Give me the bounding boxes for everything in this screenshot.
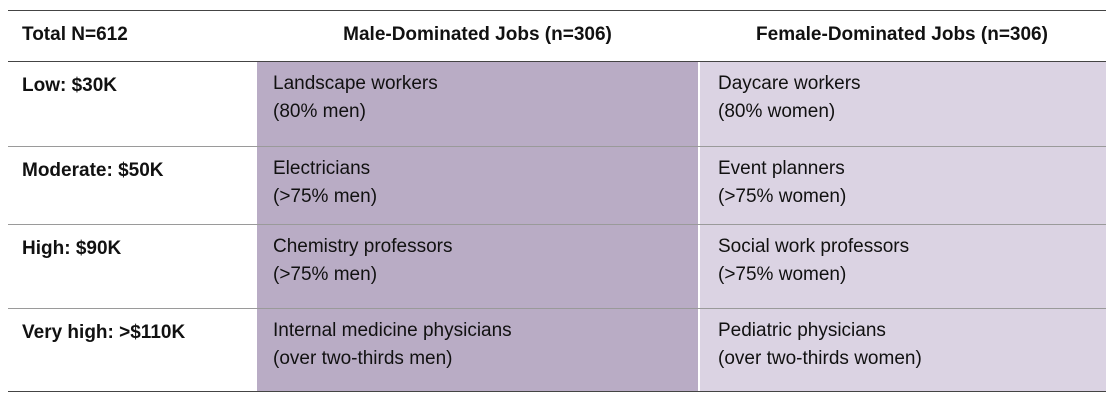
table-row: High: $90K Chemistry professors (>75% me… xyxy=(8,225,1106,309)
male-job-cell: Electricians (>75% men) xyxy=(257,147,698,224)
gender-share: (over two-thirds men) xyxy=(273,348,453,369)
salary-level-label: Moderate: $50K xyxy=(22,160,164,181)
female-job-cell: Pediatric physicians (over two-thirds wo… xyxy=(698,309,1106,391)
female-job-cell: Event planners (>75% women) xyxy=(698,147,1106,224)
salary-level-label: Low: $30K xyxy=(22,75,118,96)
job-title: Daycare workers xyxy=(718,73,861,94)
table-row: Moderate: $50K Electricians (>75% men) E… xyxy=(8,147,1106,225)
header-total: Total N=612 xyxy=(22,24,128,45)
job-title: Social work professors xyxy=(718,236,910,257)
job-title: Landscape workers xyxy=(273,73,438,94)
gender-share: (80% men) xyxy=(273,101,366,122)
header-female-dominated: Female-Dominated Jobs (n=306) xyxy=(756,24,1048,45)
table-row: Very high: >$110K Internal medicine phys… xyxy=(8,309,1106,391)
gender-share: (>75% men) xyxy=(273,186,378,207)
male-job-cell: Internal medicine physicians (over two-t… xyxy=(257,309,698,391)
jobs-table: Total N=612 Male-Dominated Jobs (n=306) … xyxy=(8,10,1106,392)
salary-level-label: Very high: >$110K xyxy=(22,322,186,343)
job-title: Event planners xyxy=(718,158,845,179)
table-header-row: Total N=612 Male-Dominated Jobs (n=306) … xyxy=(8,11,1106,62)
gender-share: (80% women) xyxy=(718,101,836,122)
male-job-cell: Chemistry professors (>75% men) xyxy=(257,225,698,308)
male-job-cell: Landscape workers (80% men) xyxy=(257,62,698,146)
female-job-cell: Social work professors (>75% women) xyxy=(698,225,1106,308)
table-row: Low: $30K Landscape workers (80% men) Da… xyxy=(8,62,1106,147)
gender-share: (>75% women) xyxy=(718,186,847,207)
gender-share: (>75% women) xyxy=(718,264,847,285)
job-title: Internal medicine physicians xyxy=(273,320,512,341)
job-title: Chemistry professors xyxy=(273,236,453,257)
gender-share: (>75% men) xyxy=(273,264,378,285)
header-male-dominated: Male-Dominated Jobs (n=306) xyxy=(343,24,612,45)
job-title: Electricians xyxy=(273,158,371,179)
gender-share: (over two-thirds women) xyxy=(718,348,922,369)
female-job-cell: Daycare workers (80% women) xyxy=(698,62,1106,146)
job-title: Pediatric physicians xyxy=(718,320,886,341)
salary-level-label: High: $90K xyxy=(22,238,122,259)
